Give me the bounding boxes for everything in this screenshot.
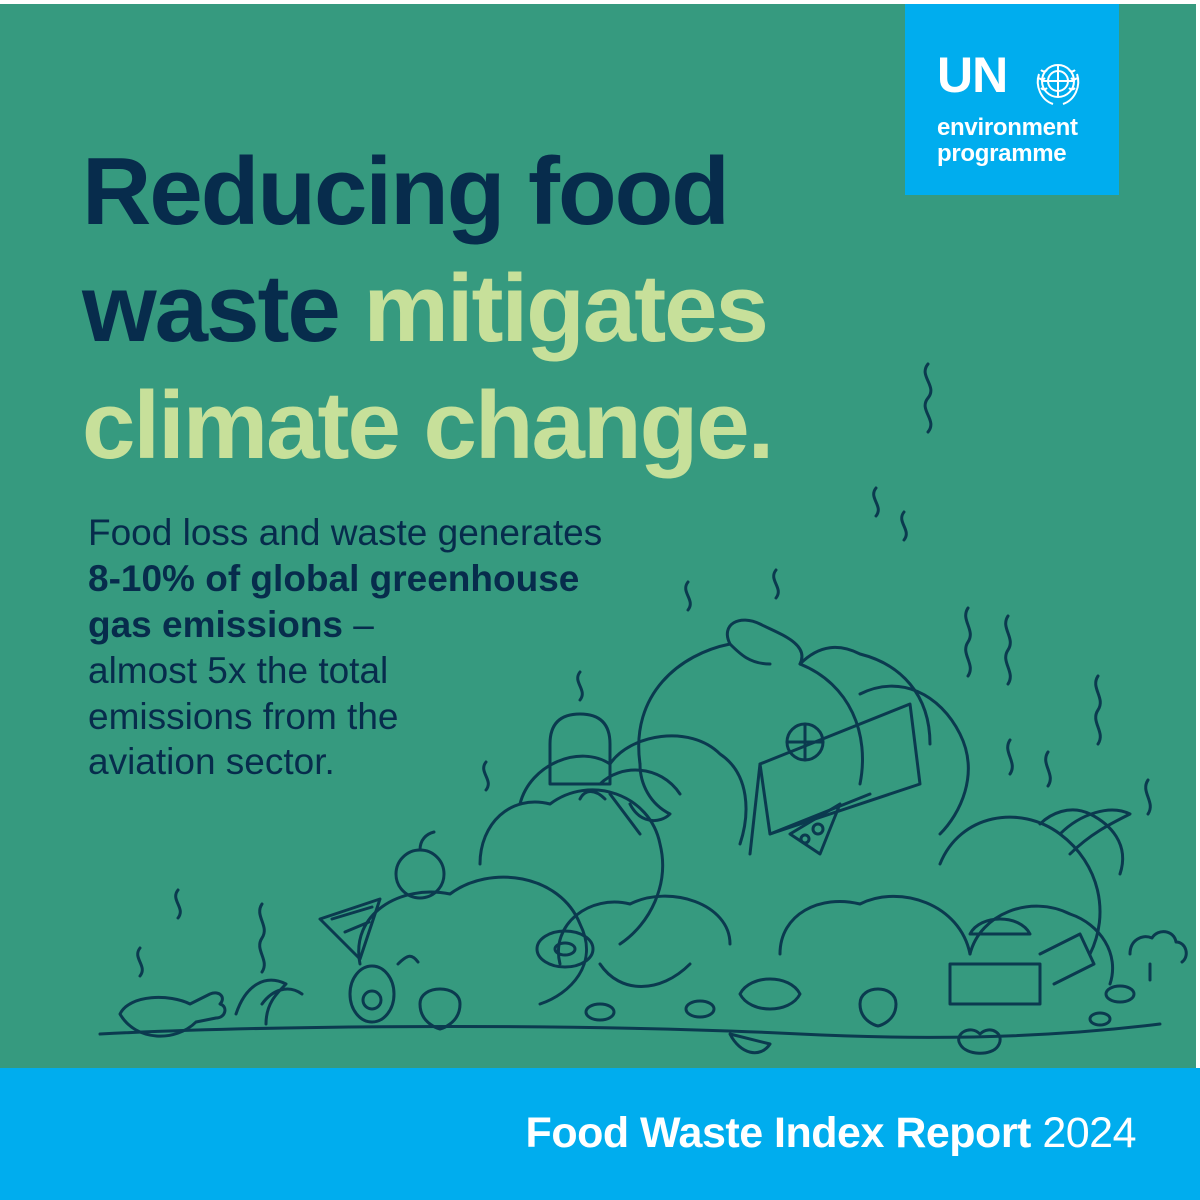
main-panel: Reducing food waste mitigates climate ch… bbox=[0, 4, 1196, 1068]
body-text: Food loss and waste generates 8-10% of g… bbox=[88, 510, 688, 785]
body-intro: Food loss and waste generates bbox=[88, 512, 603, 553]
headline-word-waste: waste bbox=[82, 255, 341, 362]
footer-title: Food Waste Index Report bbox=[525, 1109, 1032, 1157]
body-stat-line-1: 8-10% of global greenhouse bbox=[88, 557, 580, 599]
body-dash: – bbox=[343, 603, 374, 645]
headline-line-3: climate change. bbox=[82, 372, 774, 479]
body-stat-line-2: gas emissions bbox=[88, 603, 344, 645]
logo-line-programme: programme bbox=[937, 140, 1067, 167]
logo-line-environment: environment bbox=[937, 114, 1078, 141]
headline-line-1: Reducing food bbox=[82, 138, 730, 245]
un-emblem-icon bbox=[1036, 64, 1080, 105]
unep-logo: UN environment programme bbox=[905, 4, 1119, 195]
body-rest-line-3: aviation sector. bbox=[88, 741, 335, 783]
headline-line-2: waste mitigates bbox=[82, 261, 902, 378]
body-rest-line-1: almost 5x the total bbox=[88, 649, 389, 691]
footer-bar: Food Waste Index Report 2024 bbox=[0, 1068, 1200, 1200]
headline: Reducing food waste mitigates climate ch… bbox=[82, 144, 902, 495]
headline-word-mitigates: mitigates bbox=[363, 255, 768, 362]
logo-un-text: UN bbox=[937, 47, 1008, 103]
body-rest-line-2: emissions from the bbox=[88, 695, 399, 737]
footer-year: 2024 bbox=[1042, 1109, 1136, 1157]
footer-report-title: Food Waste Index Report 2024 bbox=[525, 1109, 1137, 1157]
food-waste-pile-icon bbox=[98, 362, 1188, 1055]
